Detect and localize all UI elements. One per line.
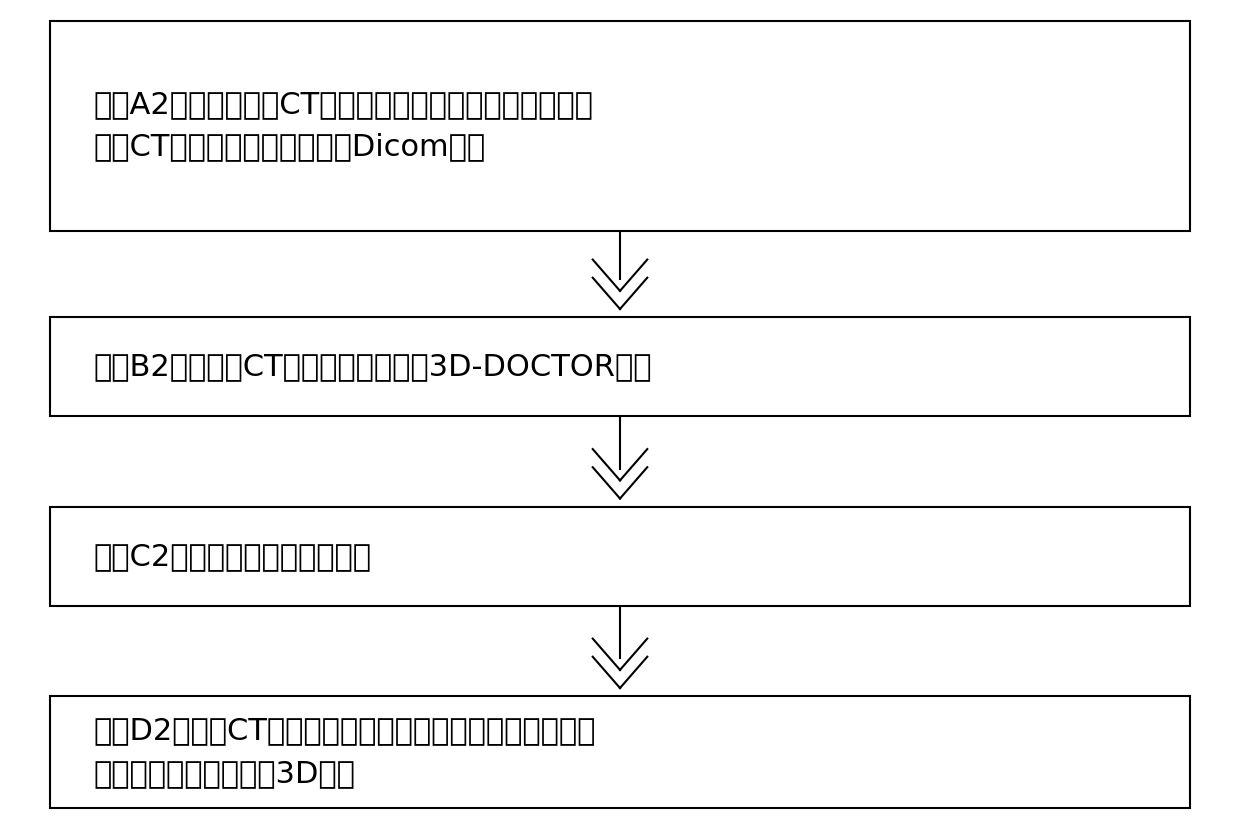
Text: 步骤A2：利用医院的CT设备对病人的肝脏进行扫描，形成
肝脏CT二维影像数据，储存为Dicom格式: 步骤A2：利用医院的CT设备对病人的肝脏进行扫描，形成 肝脏CT二维影像数据，储… <box>93 90 593 162</box>
FancyBboxPatch shape <box>50 317 1190 416</box>
FancyBboxPatch shape <box>50 696 1190 808</box>
Text: 步骤B2：将肝脏CT二维影像数据导入3D-DOCTOR软件: 步骤B2：将肝脏CT二维影像数据导入3D-DOCTOR软件 <box>93 352 651 382</box>
FancyBboxPatch shape <box>50 507 1190 606</box>
FancyBboxPatch shape <box>50 21 1190 231</box>
Text: 步骤D2：根据CT值自动识别和手工修正的方法，重建包括
肝脏及肝脏内部血管的3D模型: 步骤D2：根据CT值自动识别和手工修正的方法，重建包括 肝脏及肝脏内部血管的3D… <box>93 716 595 788</box>
Text: 步骤C2：目标提取物设置为肝脏: 步骤C2：目标提取物设置为肝脏 <box>93 541 371 571</box>
